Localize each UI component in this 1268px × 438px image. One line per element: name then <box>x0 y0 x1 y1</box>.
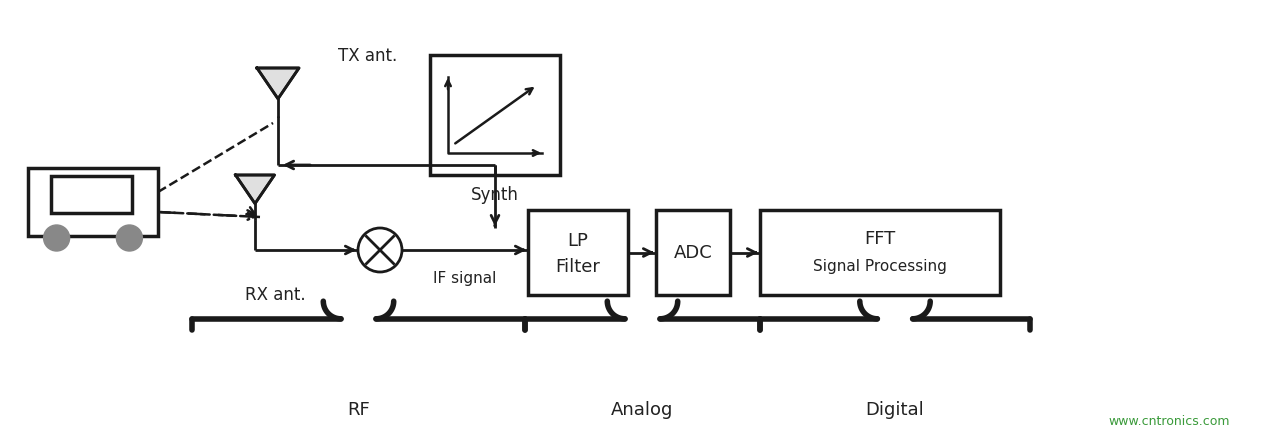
Text: Analog: Analog <box>611 401 673 419</box>
Text: RX ant.: RX ant. <box>245 286 306 304</box>
Bar <box>52 176 132 213</box>
Text: FFT: FFT <box>865 230 895 247</box>
Bar <box>760 210 1000 295</box>
Text: Digital: Digital <box>866 401 924 419</box>
Bar <box>527 210 628 295</box>
Text: TX ant.: TX ant. <box>339 47 397 65</box>
Text: Synth: Synth <box>472 186 519 204</box>
Bar <box>656 210 730 295</box>
Text: Signal Processing: Signal Processing <box>813 259 947 274</box>
Circle shape <box>117 225 142 251</box>
Bar <box>430 55 560 175</box>
Text: IF signal: IF signal <box>434 271 497 286</box>
Text: ADC: ADC <box>673 244 713 261</box>
Bar <box>28 168 158 236</box>
Polygon shape <box>236 175 274 204</box>
Text: Filter: Filter <box>555 258 601 276</box>
Text: www.cntronics.com: www.cntronics.com <box>1108 415 1230 428</box>
Circle shape <box>43 225 70 251</box>
Polygon shape <box>257 68 299 99</box>
Text: RF: RF <box>347 401 370 419</box>
Text: LP: LP <box>568 232 588 250</box>
